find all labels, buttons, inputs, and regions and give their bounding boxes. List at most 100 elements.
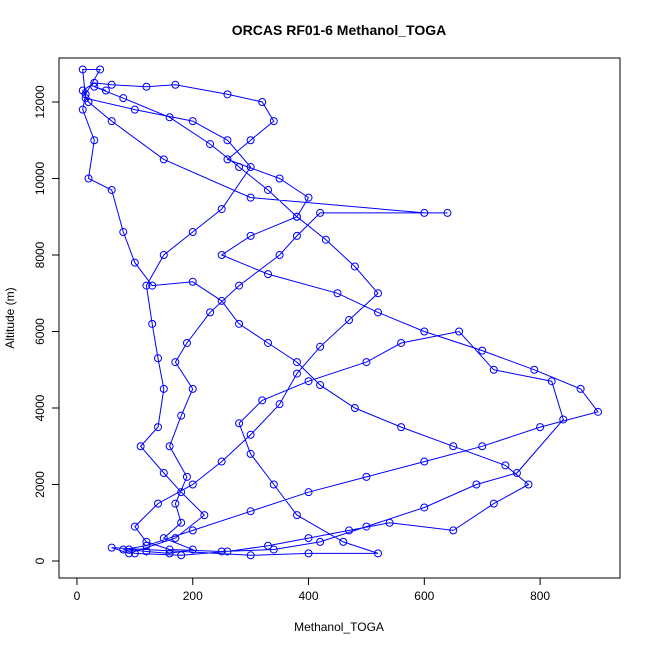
data-point [165,442,174,451]
data-point [142,82,151,91]
data-point [84,174,93,183]
data-point [171,534,180,543]
data-point [321,235,330,244]
data-point [269,480,278,489]
data-point [304,488,313,497]
data-point [420,457,429,466]
data-point [182,338,191,347]
data-point [171,80,180,89]
data-point [165,545,174,554]
data-point [90,82,99,91]
data-point [154,499,162,508]
data-point [107,117,116,126]
data-point [350,262,359,271]
data-point [154,423,162,432]
y-tick-label: 6000 [33,318,47,345]
data-point [125,545,134,554]
data-point [223,136,232,145]
data-point [246,136,255,145]
data-point [246,449,255,458]
data-point [345,316,354,325]
data-point [177,518,186,527]
data-point [449,526,458,535]
y-tick-label: 10000 [33,161,47,195]
data-point [275,250,284,259]
data-point [501,461,510,470]
x-tick-label: 800 [530,589,550,603]
data-point [397,423,406,432]
data-point [275,174,284,183]
data-point [130,549,139,558]
data-point [489,365,498,374]
data-point [188,384,197,393]
data-point [547,377,556,386]
data-point [246,163,255,172]
data-point [559,415,568,424]
data-point [292,511,301,520]
data-point [594,407,602,416]
data-point [235,163,244,172]
data-point [489,499,498,508]
data-point [235,319,244,328]
data-point [154,354,162,363]
data-point [217,457,226,466]
data-point [81,94,90,103]
data-point [345,526,354,535]
data-point [177,411,186,420]
data-point [90,78,99,87]
data-point [159,384,168,393]
data-point [269,117,278,126]
data-point [246,507,255,516]
data-point [472,480,481,489]
data-point [420,327,429,336]
data-point [188,228,197,237]
data-point [90,136,99,145]
data-point [292,358,301,367]
data-point [397,338,406,347]
data-point [385,518,394,527]
data-point [188,277,197,286]
data-point [130,105,139,114]
data-point [420,208,429,217]
data-point [159,469,168,478]
data-point [101,86,110,95]
data-point [362,522,371,531]
data-point [130,258,139,267]
data-point [374,289,382,298]
data-point [269,545,278,554]
data-point [339,537,348,546]
x-tick-label: 600 [414,589,434,603]
x-axis-label: Methanol_TOGA [294,620,384,634]
data-point [177,551,186,560]
data-point [223,90,232,99]
data-point [512,469,521,478]
data-point [264,338,272,347]
y-tick-label: 2000 [33,471,47,498]
data-point [142,547,151,556]
y-axis-label: Altitude (m) [3,287,17,348]
data-point [217,296,226,305]
data-point [188,545,197,554]
data-point [258,97,267,106]
data-point [374,549,382,558]
data-point [188,526,197,535]
data-point [374,308,382,317]
data-point [246,430,255,439]
data-point [316,381,325,390]
data-point [119,545,128,554]
data-point [449,442,458,451]
data-point [136,442,145,451]
data-point [350,404,359,413]
y-tick-label: 4000 [33,394,47,421]
data-point [171,499,180,508]
data-point [188,480,197,489]
y-tick-label: 8000 [33,241,47,268]
data-point [524,480,533,489]
data-point [159,534,168,543]
data-point [530,365,539,374]
data-point [142,281,151,290]
data-point [478,442,487,451]
data-point [223,547,232,556]
